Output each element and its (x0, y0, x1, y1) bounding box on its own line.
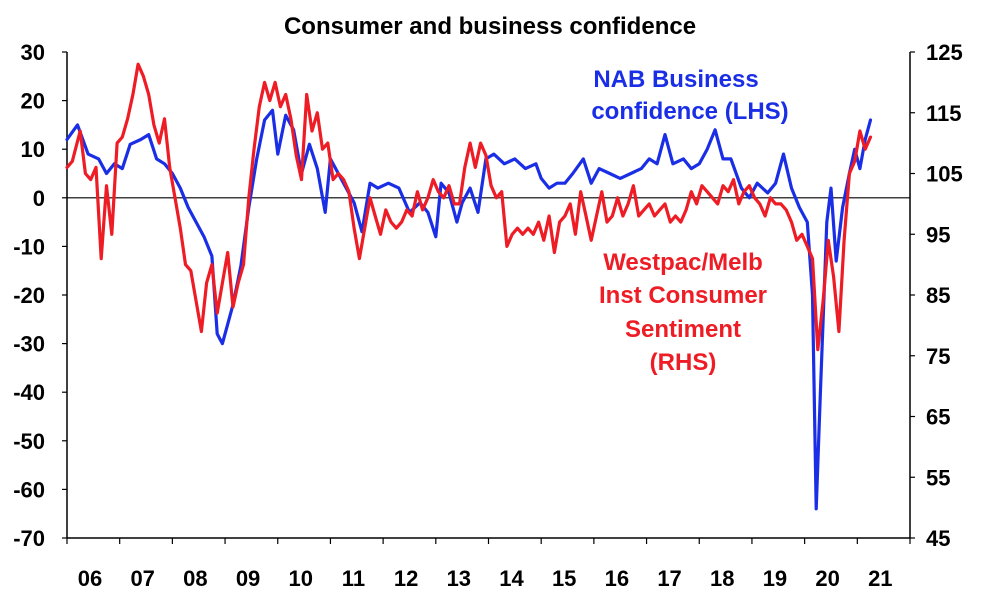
left-tick-label: 20 (21, 89, 45, 114)
left-tick-label: -20 (13, 283, 45, 308)
x-tick-label: 13 (447, 566, 471, 591)
right-tick-label: 125 (926, 40, 963, 65)
x-tick-label: 10 (289, 566, 313, 591)
westpac-consumer-sentiment-line (65, 62, 873, 352)
left-tick-label: -30 (13, 332, 45, 357)
x-tick-label: 08 (183, 566, 207, 591)
right-tick-label: 55 (926, 465, 950, 490)
right-tick-label: 105 (926, 162, 963, 187)
left-tick-label: 0 (33, 186, 45, 211)
x-tick-label: 07 (130, 566, 154, 591)
annotation-westpac-line4: (RHS) (650, 349, 717, 376)
axes: 30 20 10 0 -10 -20 -30 -40 -50 -60 -70 125 115 105 95 8… (13, 40, 963, 591)
annotation-nab-line1: NAB Business (593, 66, 758, 93)
left-tick-label: -70 (13, 526, 45, 551)
left-tick-label: 10 (21, 137, 45, 162)
x-tick-label: 20 (815, 566, 839, 591)
x-tick-label: 06 (78, 566, 102, 591)
left-tick-label: -60 (13, 477, 45, 502)
left-tick-label: -10 (13, 234, 45, 259)
annotation-westpac: Westpac/Melb Inst Consumer Sentiment (RH… (599, 249, 767, 376)
chart-title: Consumer and business confidence (284, 13, 696, 40)
left-tick-label: 30 (21, 40, 45, 65)
x-tick-label: 12 (394, 566, 418, 591)
right-tick-label: 95 (926, 222, 950, 247)
x-tick-label: 11 (342, 566, 365, 591)
right-tick-label: 85 (926, 283, 950, 308)
annotation-westpac-line2: Inst Consumer (599, 282, 767, 309)
x-tick-label: 15 (552, 566, 576, 591)
x-tick-label: 17 (657, 566, 681, 591)
annotation-nab: NAB Business confidence (LHS) (591, 66, 788, 125)
left-tick-label: -50 (13, 429, 45, 454)
x-tick-label: 09 (236, 566, 260, 591)
series-lines (65, 62, 873, 511)
x-tick-label: 18 (710, 566, 734, 591)
x-tick-label: 16 (605, 566, 629, 591)
annotation-nab-line2: confidence (LHS) (591, 98, 788, 125)
right-tick-label: 75 (926, 344, 950, 369)
x-tick-label: 14 (499, 566, 524, 591)
right-tick-label: 65 (926, 405, 950, 430)
nab-business-confidence-line (65, 108, 873, 511)
annotation-westpac-line1: Westpac/Melb (603, 249, 763, 276)
left-tick-label: -40 (13, 380, 45, 405)
right-tick-label: 45 (926, 526, 950, 551)
annotation-westpac-line3: Sentiment (625, 316, 741, 343)
x-tick-label: 19 (763, 566, 787, 591)
right-tick-label: 115 (926, 101, 962, 126)
x-tick-label: 21 (868, 566, 892, 591)
